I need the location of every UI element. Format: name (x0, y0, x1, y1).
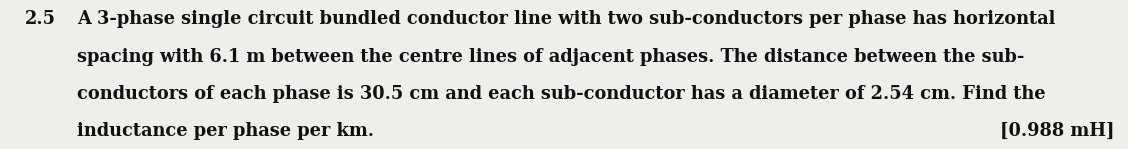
Text: inductance per phase per km.: inductance per phase per km. (77, 122, 373, 140)
Text: A 3-phase single circuit bundled conductor line with two sub-conductors per phas: A 3-phase single circuit bundled conduct… (77, 10, 1055, 28)
Text: [0.988 mH]: [0.988 mH] (999, 122, 1114, 140)
Text: conductors of each phase is 30.5 cm and each sub-conductor has a diameter of 2.5: conductors of each phase is 30.5 cm and … (77, 85, 1046, 103)
Text: 2.5: 2.5 (25, 10, 55, 28)
Text: spacing with 6.1 m between the centre lines of adjacent phases. The distance bet: spacing with 6.1 m between the centre li… (77, 48, 1024, 66)
